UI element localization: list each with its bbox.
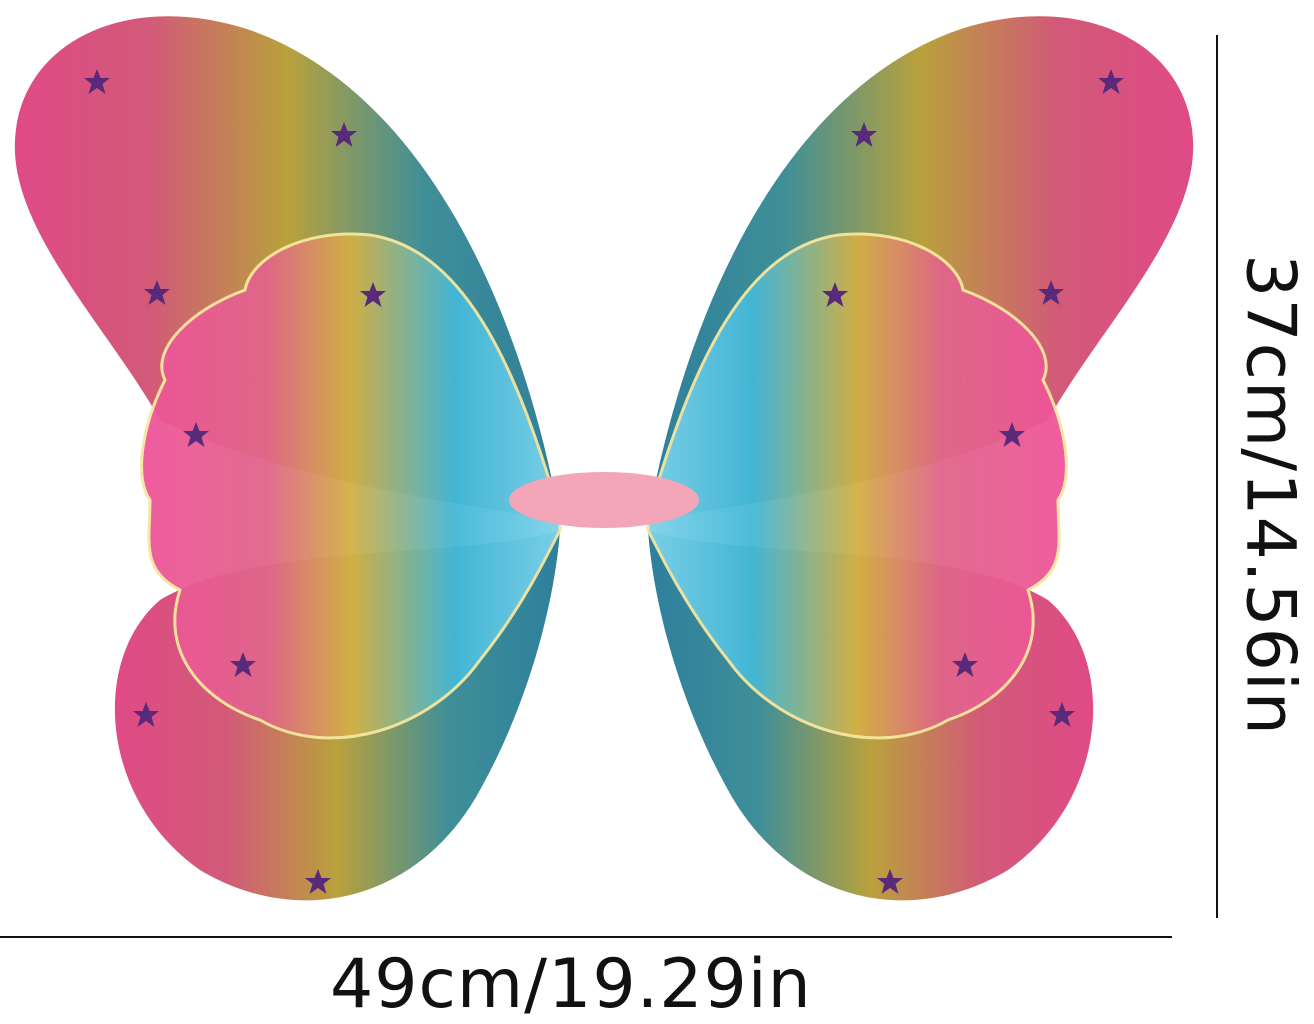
height-label: 37cm/14.56in — [1230, 254, 1310, 736]
height-dimension-line — [1216, 35, 1218, 918]
feather-body — [509, 472, 699, 528]
width-label: 49cm/19.29in — [330, 945, 812, 1024]
right-wing — [648, 16, 1193, 900]
width-dimension-line — [0, 936, 1172, 938]
left-wing — [15, 16, 560, 900]
